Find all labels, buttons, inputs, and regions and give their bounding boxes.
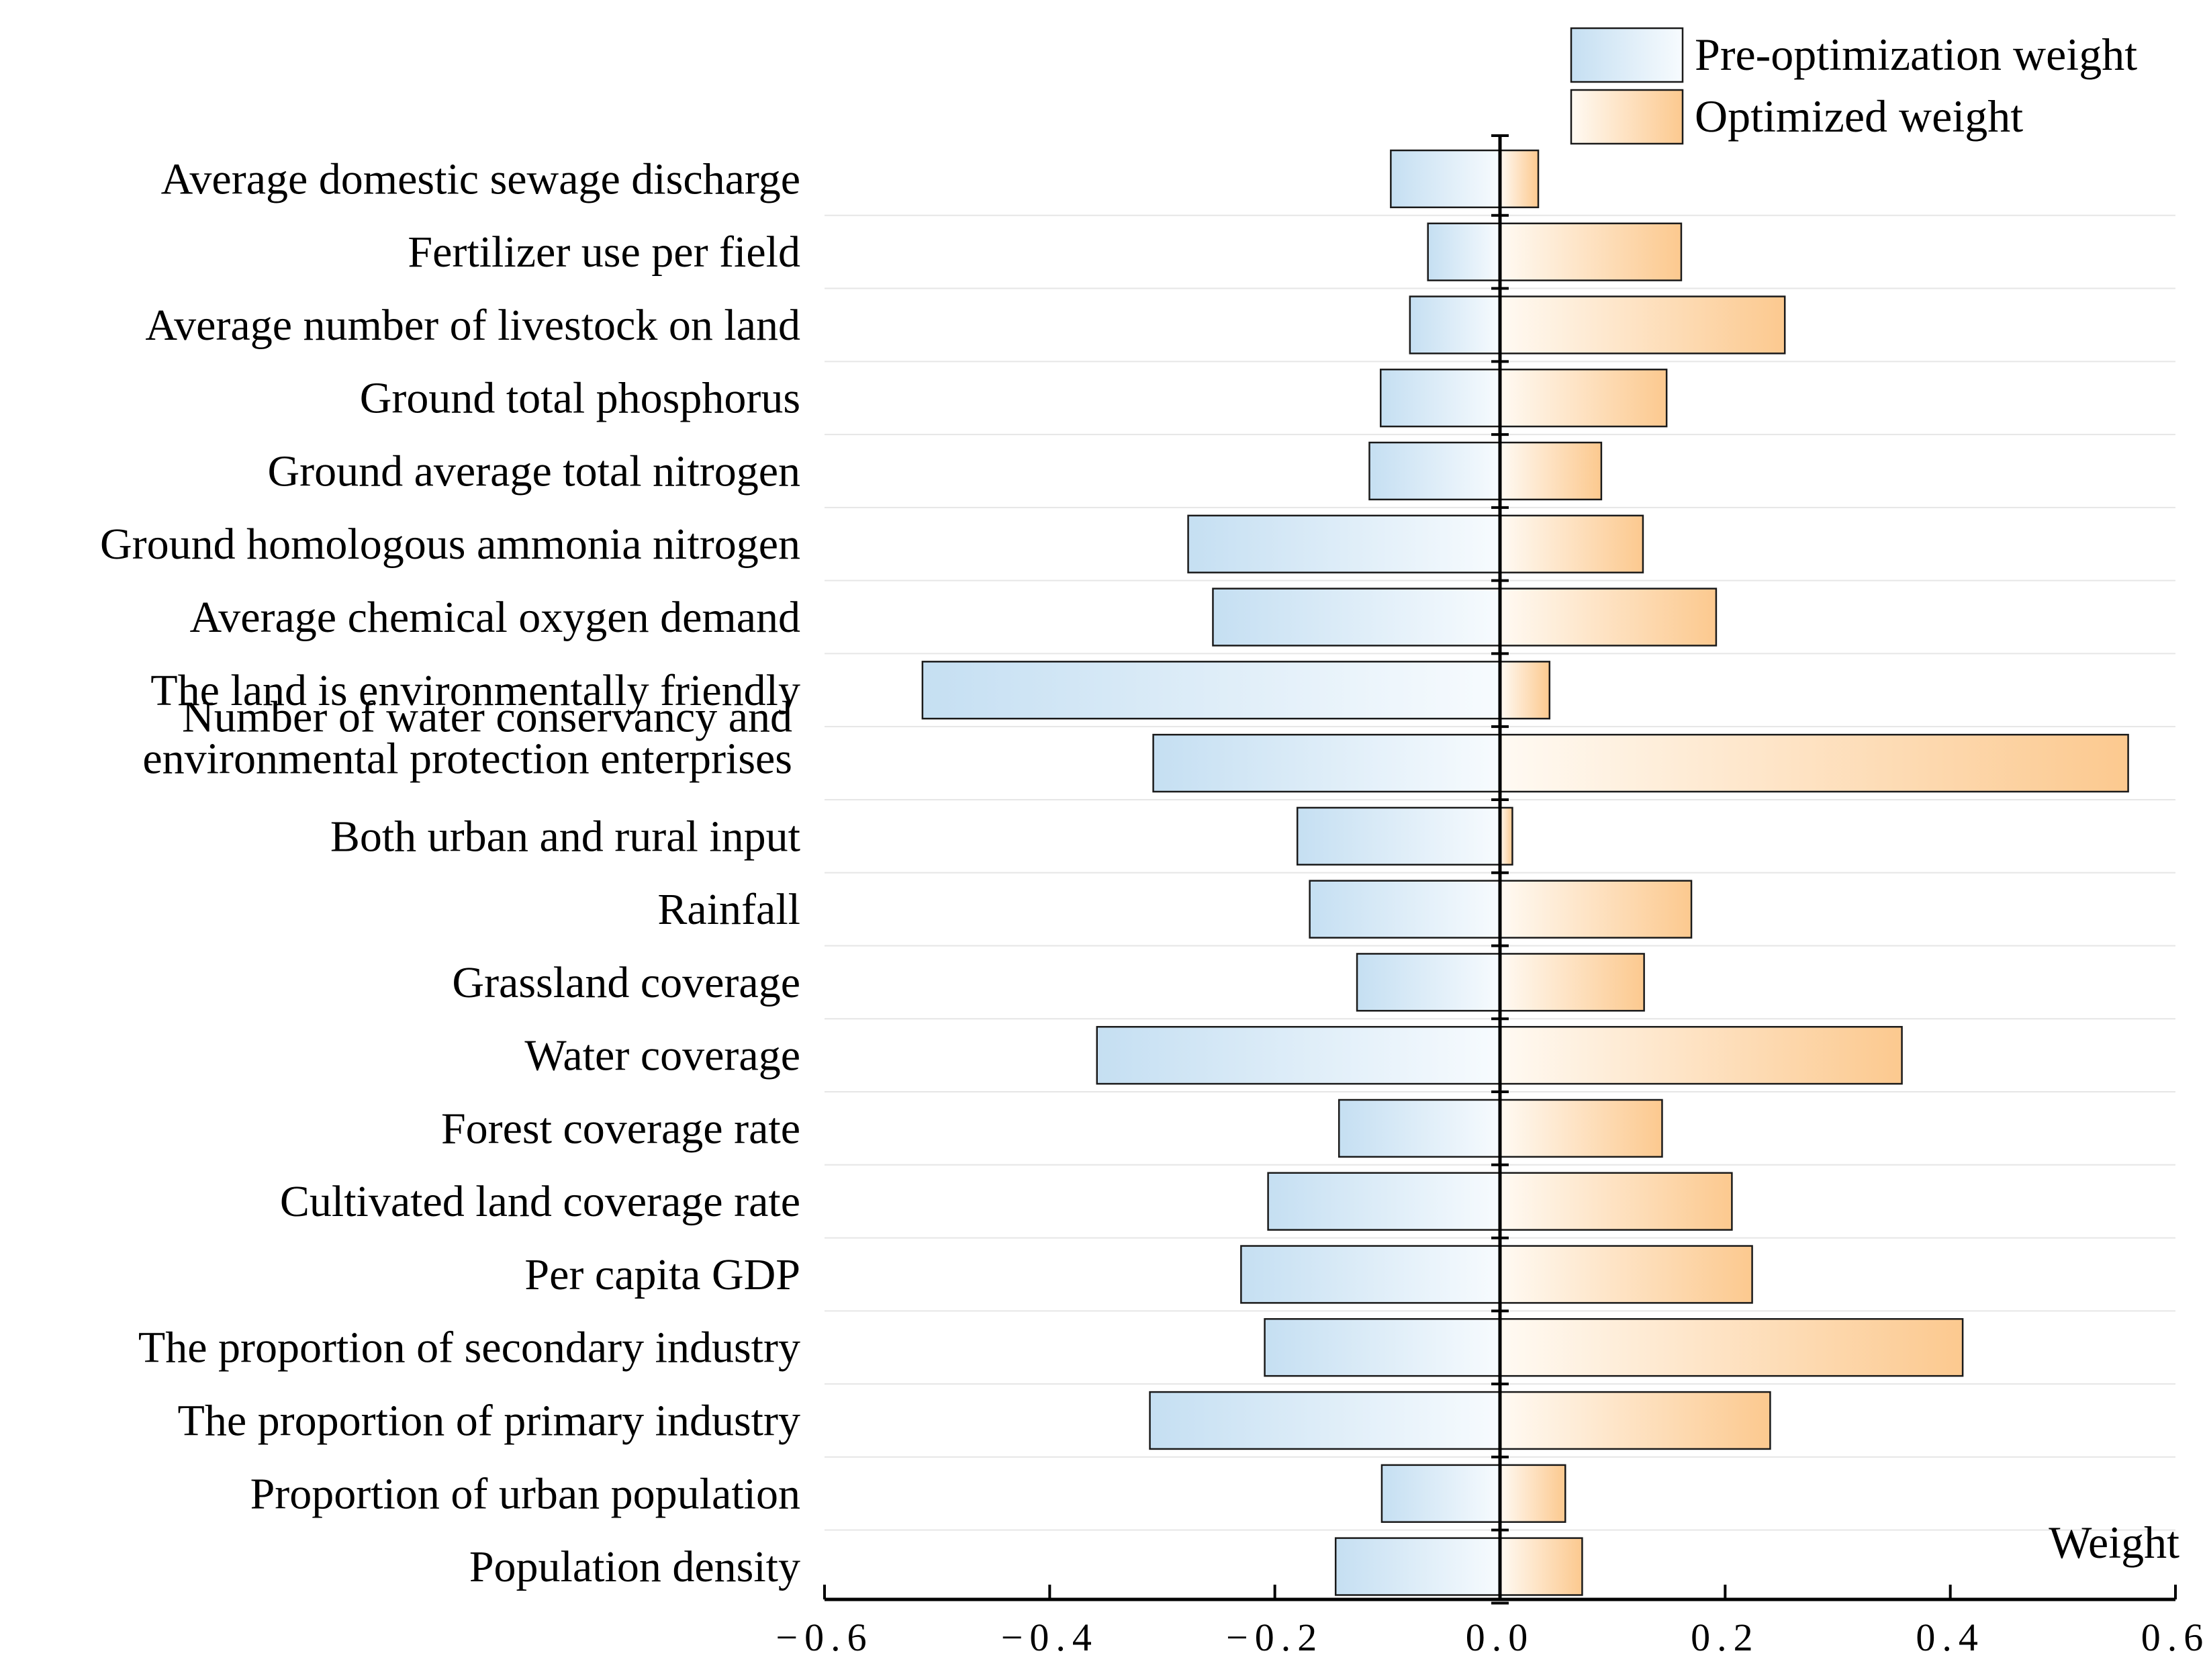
x-tick-label: 0.0: [1466, 1616, 1535, 1659]
category-label: Both urban and rural input: [330, 812, 800, 861]
category-label: Per capita GDP: [524, 1250, 800, 1299]
bar-pre-optimization: [1296, 806, 1501, 866]
x-tick-label: 0.4: [1916, 1616, 1985, 1659]
category-label: Cultivated land coverage rate: [280, 1177, 800, 1226]
bar-pre-optimization: [1409, 295, 1501, 355]
axes: −0.6 −0.4 −0.2 0.0 0.2 0.4 0.6: [776, 134, 2205, 1659]
category-label: The land is environmentally friendly: [150, 666, 800, 715]
category-label: Ground total phosphorus: [360, 374, 800, 423]
category-label: Average number of livestock on land: [145, 301, 800, 350]
bar-optimized: [1499, 295, 1786, 355]
bar-pre-optimization: [1380, 369, 1501, 428]
bar-optimized: [1499, 1245, 1753, 1304]
bar-optimized: [1499, 588, 1718, 647]
bar-optimized: [1499, 1172, 1733, 1231]
category-label: Population density: [469, 1542, 800, 1591]
bar-optimized: [1499, 222, 1683, 281]
bar-pre-optimization: [1212, 588, 1501, 647]
bar-optimized: [1499, 1464, 1566, 1523]
category-label: Number of water conservancy and environme…: [142, 693, 792, 784]
bar-optimized: [1499, 1391, 1771, 1450]
category-labels: Average domestic sewage discharge Fertili…: [100, 154, 800, 1591]
bar-pre-optimization: [1338, 1099, 1501, 1158]
category-label: Fertilizer use per field: [408, 228, 800, 277]
category-label: Water coverage: [524, 1031, 800, 1080]
legend-swatch-pre: [1570, 27, 1684, 83]
bar-optimized: [1499, 733, 2129, 793]
category-label: Forest coverage rate: [441, 1104, 800, 1153]
category-label: Average domestic sewage discharge: [161, 154, 800, 203]
bar-optimized: [1499, 1099, 1663, 1158]
x-axis-title: Weight: [2049, 1517, 2179, 1568]
bar-pre-optimization: [1356, 953, 1501, 1012]
legend: Pre-optimization weight Optimized weight: [1570, 27, 2137, 145]
bar-optimized: [1499, 1025, 1903, 1085]
bar-optimized: [1499, 953, 1645, 1012]
bar-pre-optimization: [1267, 1172, 1501, 1231]
bar-pre-optimization: [1380, 1464, 1501, 1523]
category-label: Ground average total nitrogen: [267, 447, 800, 496]
bar-pre-optimization: [1096, 1025, 1501, 1085]
x-tick-label: 0.6: [2141, 1616, 2205, 1659]
bar-optimized: [1499, 149, 1540, 209]
bar-pre-optimization: [921, 661, 1501, 720]
x-tick-label: 0.2: [1691, 1616, 1760, 1659]
category-label: Average chemical oxygen demand: [189, 593, 800, 642]
category-label: Rainfall: [657, 885, 800, 934]
category-label: Proportion of urban population: [250, 1469, 800, 1518]
legend-label-opt: Optimized weight: [1695, 91, 2023, 142]
bar-pre-optimization: [1368, 441, 1501, 501]
legend-label-pre: Pre-optimization weight: [1695, 29, 2137, 80]
bar-optimized: [1499, 514, 1644, 573]
category-label: Ground homologous ammonia nitrogen: [100, 520, 800, 569]
category-label: Grassland coverage: [452, 958, 800, 1007]
bar-pre-optimization: [1149, 1391, 1501, 1450]
bar-pre-optimization: [1427, 222, 1501, 281]
bar-pre-optimization: [1264, 1318, 1501, 1377]
bar-optimized: [1499, 806, 1513, 866]
bar-pre-optimization: [1240, 1245, 1501, 1304]
bar-pre-optimization: [1152, 733, 1501, 793]
category-label: The proportion of primary industry: [178, 1397, 800, 1446]
bar-optimized: [1499, 1318, 1964, 1377]
bar-optimized: [1499, 661, 1551, 720]
legend-swatch-opt: [1570, 89, 1684, 145]
bar-optimized: [1499, 369, 1668, 428]
bar-optimized: [1499, 880, 1693, 939]
category-label: The proportion of secondary industry: [138, 1323, 800, 1372]
x-tick-label: −0.6: [776, 1616, 873, 1659]
bar-pre-optimization: [1390, 149, 1501, 209]
x-tick-label: −0.4: [1001, 1616, 1098, 1659]
bar-pre-optimization: [1334, 1537, 1501, 1596]
bar-pre-optimization: [1309, 880, 1501, 939]
bar-pre-optimization: [1187, 514, 1501, 573]
bar-optimized: [1499, 1537, 1583, 1596]
bar-optimized: [1499, 441, 1603, 501]
x-tick-label: −0.2: [1226, 1616, 1323, 1659]
